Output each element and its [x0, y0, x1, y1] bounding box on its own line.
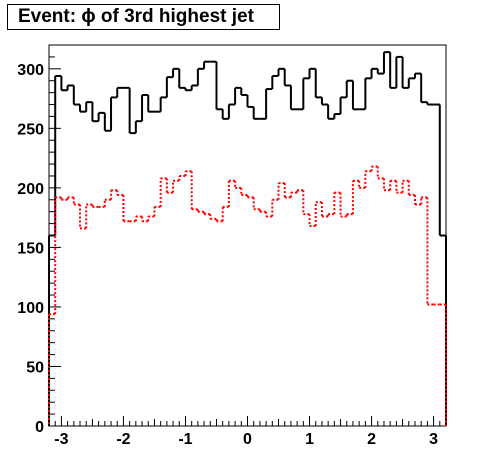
x-tick-label: -3	[54, 431, 68, 448]
y-tick-label: 50	[26, 359, 44, 376]
title-box: Event: ϕ of 3rd highest jet	[7, 4, 280, 30]
x-tick-label: 1	[305, 431, 314, 448]
y-tick-label: 150	[17, 240, 44, 257]
y-tick-label: 0	[35, 419, 44, 436]
x-tick-label: 0	[243, 431, 252, 448]
histogram-series	[48, 51, 447, 426]
y-tick-label: 200	[17, 181, 44, 198]
x-tick-label: 2	[367, 431, 376, 448]
chart-title: Event: ϕ of 3rd highest jet	[18, 6, 254, 27]
y-tick-label: 250	[17, 121, 44, 138]
series-solid-black	[48, 51, 447, 426]
tick-labels: -3 -2 -1 0 1 2 3 0 50 100 150 200 250 300	[17, 62, 438, 448]
y-tick-label: 300	[17, 62, 44, 79]
x-tick-label: -1	[178, 431, 192, 448]
x-tick-label: -2	[116, 431, 130, 448]
y-tick-label: 100	[17, 300, 44, 317]
series-dotted-red	[48, 165, 447, 426]
x-tick-label: 3	[429, 431, 438, 448]
